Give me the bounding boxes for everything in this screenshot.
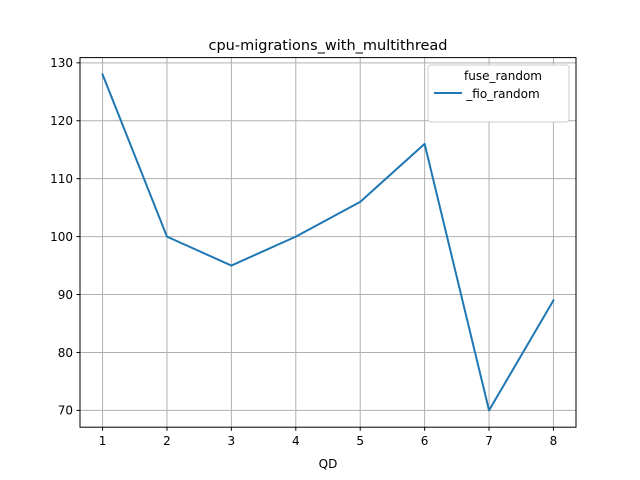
x-tick-label: 1 xyxy=(99,434,107,448)
x-tick-label: 2 xyxy=(163,434,171,448)
y-tick-label: 120 xyxy=(50,114,73,128)
chart-title: cpu-migrations_with_multithread xyxy=(209,38,448,54)
plot-frame xyxy=(79,57,577,428)
y-tick-label: 70 xyxy=(58,404,73,418)
y-axis: 70 80 90 100 110 120 130 xyxy=(50,56,80,418)
y-tick-label: 80 xyxy=(58,346,73,360)
legend-label-line1: fuse_random xyxy=(464,69,542,83)
x-tick-label: 8 xyxy=(550,434,558,448)
x-tick-label: 5 xyxy=(356,434,364,448)
y-tick-label: 110 xyxy=(50,172,73,186)
legend-label-line2: _fio_random xyxy=(465,87,539,101)
x-axis-label: QD xyxy=(319,457,338,471)
series-layer xyxy=(101,73,555,412)
x-tick-label: 7 xyxy=(485,434,493,448)
x-tick-label: 3 xyxy=(228,434,236,448)
series-line-0 xyxy=(101,73,555,412)
legend-box xyxy=(427,64,570,123)
legend: fuse_random _fio_random xyxy=(427,64,570,123)
y-tick-label: 130 xyxy=(50,56,73,70)
x-tick-label: 6 xyxy=(421,434,429,448)
y-tick-label: 90 xyxy=(58,288,73,302)
x-tick-label: 4 xyxy=(292,434,300,448)
x-axis: 1 2 3 4 5 6 7 8 xyxy=(99,427,558,448)
y-tick-label: 100 xyxy=(50,230,73,244)
